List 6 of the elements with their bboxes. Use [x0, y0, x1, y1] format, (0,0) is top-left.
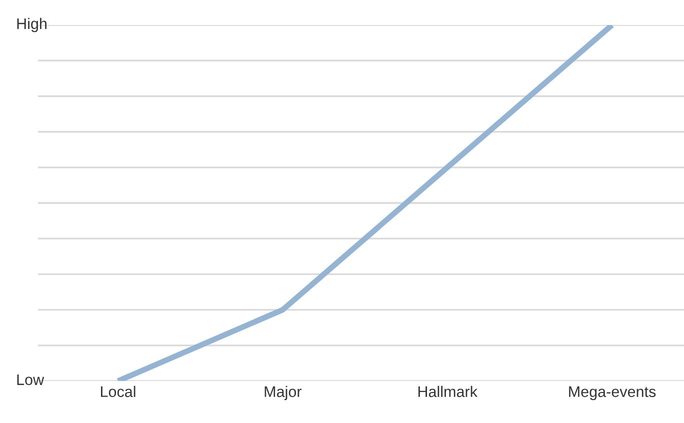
x-tick-label: Hallmark	[418, 386, 478, 398]
x-tick-label: Local	[100, 386, 136, 398]
x-tick-label: Major	[264, 386, 302, 400]
annotation: High	[17, 18, 46, 32]
x-tick-label: Mega-events	[569, 386, 656, 400]
annotation: Low	[17, 374, 44, 386]
